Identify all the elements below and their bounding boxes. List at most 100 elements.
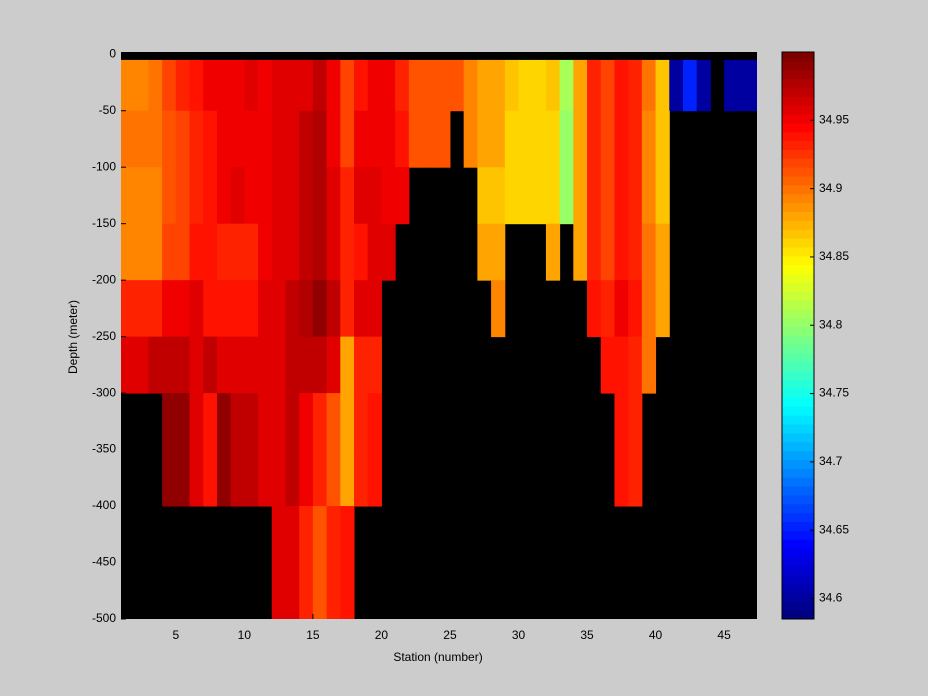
cell	[559, 110, 574, 168]
colorbar-swatch	[782, 362, 814, 372]
cell	[244, 280, 259, 338]
cell	[203, 167, 218, 225]
cell	[230, 59, 245, 112]
cell	[504, 110, 519, 168]
cell	[312, 336, 328, 394]
colorbar-swatch	[782, 459, 814, 469]
colorbar-swatch	[782, 406, 814, 416]
cell	[299, 59, 314, 112]
cell	[148, 110, 163, 168]
cell	[340, 280, 355, 338]
cell	[641, 336, 657, 394]
cell	[477, 110, 492, 168]
cell	[600, 59, 615, 112]
cell	[340, 449, 355, 507]
colorbar-swatch	[782, 87, 814, 97]
cell	[532, 167, 547, 225]
colorbar-swatch	[782, 512, 814, 523]
cell	[285, 393, 300, 451]
x-tick-label: 15	[306, 628, 320, 642]
cell	[134, 167, 149, 225]
cell	[271, 59, 286, 112]
cell	[162, 110, 177, 168]
cell	[367, 223, 382, 281]
cell	[573, 167, 588, 225]
cell	[285, 223, 300, 281]
cell	[148, 167, 163, 225]
cell	[216, 110, 232, 168]
cell	[134, 223, 149, 281]
cell	[258, 110, 273, 168]
y-tick-label: -50	[99, 103, 117, 117]
cell	[326, 449, 341, 507]
y-tick-label: -200	[92, 272, 116, 286]
cell	[299, 280, 314, 338]
colorbar-swatch	[782, 184, 814, 195]
cell	[367, 110, 382, 168]
cell	[573, 59, 588, 112]
cell	[614, 110, 629, 168]
cell	[395, 110, 410, 168]
cell	[203, 336, 218, 394]
cell	[216, 59, 232, 112]
cell	[271, 167, 286, 225]
cell	[121, 59, 136, 112]
cell	[216, 167, 232, 225]
y-axis-label: Depth (meter)	[66, 300, 80, 374]
colorbar-swatch	[782, 539, 814, 549]
cell	[587, 59, 602, 112]
cell	[312, 110, 328, 168]
cell	[230, 393, 245, 451]
cell	[203, 110, 218, 168]
cell	[175, 223, 191, 281]
cell	[532, 59, 547, 112]
cell	[628, 167, 643, 225]
cell	[299, 449, 314, 507]
cell	[491, 167, 506, 225]
colorbar-swatch	[782, 264, 814, 274]
cell	[545, 167, 561, 225]
colorbar-swatch	[782, 388, 814, 399]
x-tick-label: 30	[512, 628, 526, 642]
cell	[682, 59, 698, 112]
colorbar-swatch	[782, 96, 814, 106]
cell	[655, 280, 670, 338]
colorbar-swatch	[782, 255, 814, 266]
colorbar-tick-label: 34.6	[819, 591, 843, 605]
cell	[655, 59, 670, 112]
x-tick-label: 35	[580, 628, 594, 642]
cell	[299, 167, 314, 225]
cell	[628, 336, 643, 394]
cell	[134, 110, 149, 168]
cell	[340, 59, 355, 112]
cell	[381, 110, 396, 168]
cell	[354, 280, 369, 338]
cell	[271, 562, 286, 619]
cell	[463, 59, 478, 112]
cell	[285, 280, 300, 338]
cell	[175, 110, 191, 168]
cell	[203, 393, 218, 451]
cell	[162, 449, 177, 507]
cell	[641, 223, 657, 281]
colorbar-swatch	[782, 548, 814, 558]
cell	[504, 167, 519, 225]
y-tick-label: -250	[92, 329, 116, 343]
cell	[614, 167, 629, 225]
cell	[312, 449, 328, 507]
colorbar-swatch	[782, 486, 814, 496]
cell	[326, 506, 341, 564]
cell	[724, 59, 739, 112]
colorbar-swatch	[782, 556, 814, 567]
cell	[134, 59, 149, 112]
cell	[395, 167, 410, 225]
cell	[628, 223, 643, 281]
cell	[326, 280, 341, 338]
cell	[175, 336, 191, 394]
colorbar-swatch	[782, 282, 814, 292]
cell	[655, 167, 670, 225]
cell	[491, 223, 506, 281]
colorbar-swatch	[782, 521, 814, 531]
cell	[271, 280, 286, 338]
x-tick-label: 20	[375, 628, 389, 642]
